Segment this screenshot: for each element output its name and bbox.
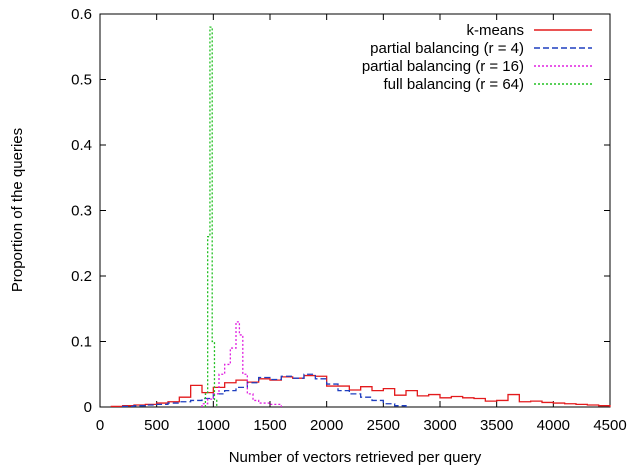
- legend-label-1: partial balancing (r = 4): [370, 40, 524, 57]
- legend-label-3: full balancing (r = 64): [384, 76, 525, 93]
- axis-ticks: 0 500 1000 1500 2000 2500 3000 3500 4000 4500 0 0.1…: [71, 6, 627, 434]
- x-tick-label: 2000: [310, 417, 343, 434]
- x-tick-label: 1000: [197, 417, 230, 434]
- x-tick-label: 3000: [423, 417, 456, 434]
- y-tick-label: 0.6: [71, 6, 92, 23]
- legend-label-0: k-means: [466, 22, 524, 39]
- x-tick-label: 500: [144, 417, 169, 434]
- series-layer: [110, 26, 611, 407]
- series-line-1: [122, 373, 407, 407]
- y-tick-label: 0: [84, 399, 92, 416]
- y-tick-label: 0.2: [71, 268, 92, 285]
- series-line-2: [201, 321, 282, 407]
- y-tick-label: 0.3: [71, 203, 92, 220]
- x-tick-label: 0: [96, 417, 104, 434]
- x-tick-label: 1500: [253, 417, 286, 434]
- plot-frame: [99, 13, 611, 408]
- y-tick-label: 0.4: [71, 137, 92, 154]
- x-tick-label: 2500: [367, 417, 400, 434]
- x-axis-title: Number of vectors retrieved per query: [229, 449, 482, 466]
- x-tick-label: 3500: [480, 417, 513, 434]
- y-axis-title: Proportion of the queries: [9, 128, 26, 292]
- x-tick-label: 4500: [593, 417, 626, 434]
- y-tick-label: 0.1: [71, 334, 92, 351]
- series-line-3: [204, 26, 218, 407]
- series-line-0: [110, 374, 611, 407]
- legend-label-2: partial balancing (r = 16): [362, 58, 524, 75]
- y-tick-label: 0.5: [71, 72, 92, 89]
- x-tick-label: 4000: [537, 417, 570, 434]
